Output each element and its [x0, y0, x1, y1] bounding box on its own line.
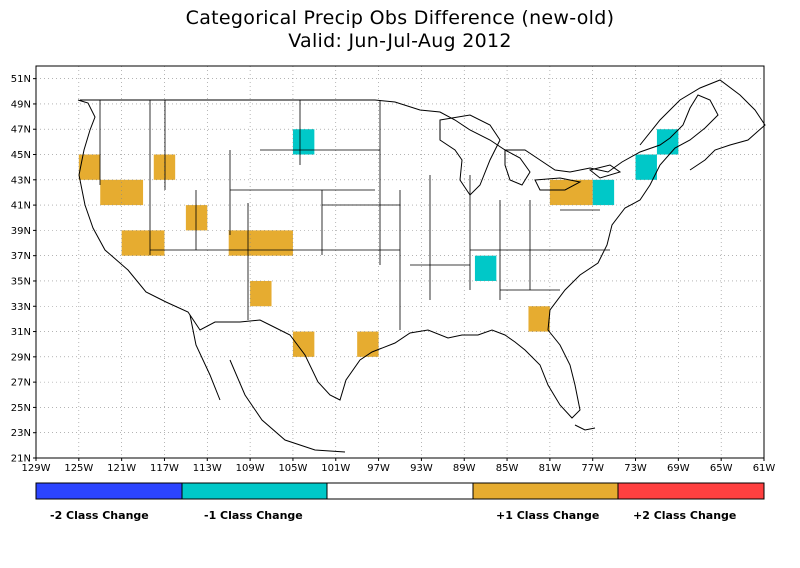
color-legend: -2 Class Change -1 Class Change +1 Class… — [35, 482, 765, 522]
us-outline — [77, 94, 719, 419]
lon-tick-label: 61W — [753, 463, 776, 474]
lat-tick-label: 43N — [11, 175, 31, 186]
legend-swatch-minus2 — [35, 482, 183, 500]
difference-cells — [78, 129, 679, 357]
lon-tick-label: 73W — [624, 463, 647, 474]
latitude-tick-labels: 21N 23N 25N 27N 29N 31N 33N 35N 37N 39N 41N 43N 45N 4… — [11, 74, 36, 465]
minus1-cell — [474, 255, 497, 281]
lat-tick-label: 47N — [11, 125, 31, 136]
lon-tick-label: 101W — [321, 463, 350, 474]
lat-tick-label: 27N — [11, 378, 31, 389]
lon-tick-label: 93W — [410, 463, 433, 474]
lat-tick-label: 25N — [11, 403, 31, 414]
plus1-cell — [528, 306, 550, 332]
lon-tick-label: 109W — [236, 463, 265, 474]
plus1-cell — [250, 280, 272, 307]
lon-tick-label: 125W — [64, 463, 93, 474]
florida-keys — [574, 424, 596, 431]
lat-tick-label: 49N — [11, 99, 31, 110]
legend-swatch-plus1 — [472, 482, 619, 500]
plus1-cell — [153, 154, 176, 180]
map-subtitle: Valid: Jun-Jul-Aug 2012 — [288, 30, 512, 52]
lat-tick-label: 33N — [11, 302, 31, 313]
lon-tick-label: 105W — [278, 463, 307, 474]
lon-tick-label: 65W — [710, 463, 733, 474]
minus1-cell — [592, 179, 615, 206]
lon-tick-label: 85W — [496, 463, 519, 474]
lon-tick-label: 69W — [667, 463, 690, 474]
lon-tick-label: 81W — [539, 463, 562, 474]
plus1-cell — [228, 230, 293, 256]
legend-swatch-plus2 — [617, 482, 765, 500]
map-frame — [35, 65, 765, 459]
lon-tick-label: 113W — [193, 463, 222, 474]
canada-coast — [639, 79, 766, 171]
minus1-cell — [292, 129, 315, 155]
lon-tick-label: 77W — [581, 463, 604, 474]
lon-tick-label: 97W — [367, 463, 390, 474]
lat-tick-label: 51N — [11, 74, 31, 85]
lat-tick-label: 39N — [11, 226, 31, 237]
plus1-cell — [292, 331, 315, 357]
lon-tick-label: 89W — [453, 463, 476, 474]
plus1-cell — [357, 331, 379, 357]
minus1-cell — [635, 154, 657, 180]
plus1-cell — [549, 179, 593, 206]
legend-swatch-zero — [326, 482, 474, 500]
lat-tick-label: 23N — [11, 428, 31, 439]
lat-tick-label: 45N — [11, 150, 31, 161]
state-lines — [99, 100, 610, 330]
coastlines-and-borders — [77, 79, 766, 453]
legend-label-minus1: -1 Class Change — [204, 509, 303, 522]
mexico-coast — [189, 314, 346, 453]
longitude-tick-labels: 129W 125W 121W 117W 113W 109W 105W 101W 97W 93W 89… — [22, 458, 776, 474]
lat-tick-label: 21N — [11, 454, 31, 465]
legend-label-plus1: +1 Class Change — [496, 509, 599, 522]
plus1-cell — [185, 205, 208, 231]
lat-tick-label: 35N — [11, 276, 31, 287]
legend-label-plus2: +2 Class Change — [633, 509, 736, 522]
plus1-cell — [121, 230, 165, 256]
lat-tick-label: 29N — [11, 352, 31, 363]
lat-tick-label: 37N — [11, 251, 31, 262]
legend-label-minus2: -2 Class Change — [50, 509, 149, 522]
lat-tick-label: 41N — [11, 201, 31, 212]
lon-tick-label: 117W — [150, 463, 179, 474]
lon-tick-label: 129W — [22, 463, 51, 474]
legend-swatch-minus1 — [181, 482, 328, 500]
plus1-cell — [78, 154, 101, 180]
map-title: Categorical Precip Obs Difference (new-o… — [185, 7, 615, 29]
great-lakes — [439, 114, 622, 196]
lat-tick-label: 31N — [11, 327, 31, 338]
plus1-cell — [100, 179, 144, 206]
lon-tick-label: 121W — [107, 463, 136, 474]
